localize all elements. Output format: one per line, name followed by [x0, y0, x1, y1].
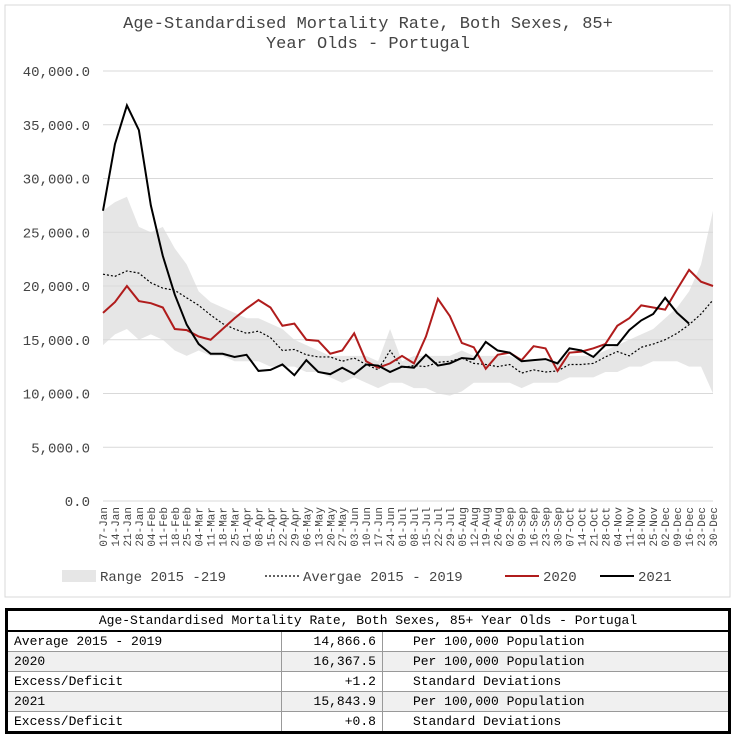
x-tick-label: 12-Aug: [470, 507, 482, 547]
x-tick-label: 28-Oct: [601, 507, 613, 547]
table-cell: +0.8: [281, 711, 383, 733]
table-row: Excess/Deficit +0.8 Standard Deviations: [6, 711, 731, 733]
x-tick-label: 16-Sep: [530, 507, 542, 547]
y-tick-label: 20,000.0: [23, 280, 90, 296]
x-tick-label: 22-Apr: [278, 507, 290, 547]
x-tick-label: 20-May: [326, 507, 338, 547]
x-tick-label: 17-Jun: [374, 507, 386, 547]
table-cell: 15,843.9: [281, 691, 383, 712]
x-tick-label: 14-Oct: [577, 507, 589, 547]
x-tick-label: 25-Nov: [649, 507, 661, 547]
x-tick-label: 02-Sep: [506, 507, 518, 547]
x-tick-label: 15-Apr: [266, 507, 278, 547]
y-tick-label: 25,000.0: [23, 226, 90, 242]
x-tick-label: 07-Oct: [565, 507, 577, 547]
x-tick-label: 11-Mar: [207, 507, 219, 547]
x-tick-label: 02-Dec: [661, 507, 673, 547]
table-title-row: Age-Standardised Mortality Rate, Both Se…: [6, 609, 730, 632]
x-tick-label: 22-Jul: [434, 507, 446, 547]
x-tick-label: 25-Feb: [183, 507, 195, 547]
x-tick-label: 01-Jul: [398, 507, 410, 547]
table-cell: Standard Deviations: [381, 711, 731, 733]
chart: Age-Standardised Mortality Rate, Both Se…: [4, 4, 731, 598]
x-tick-label: 23-Sep: [542, 507, 554, 547]
table-title: Age-Standardised Mortality Rate, Both Se…: [6, 609, 730, 632]
table-cell: Per 100,000 Population: [381, 651, 731, 672]
y-tick-label: 10,000.0: [23, 388, 90, 404]
table-cell: 2021: [6, 691, 282, 712]
table-row: Excess/Deficit +1.2 Standard Deviations: [6, 671, 731, 692]
x-tick-label: 04-Nov: [613, 507, 625, 547]
x-tick-label: 09-Dec: [673, 507, 685, 547]
x-tick-label: 24-Jun: [386, 507, 398, 547]
table-cell: Average 2015 - 2019: [6, 630, 282, 652]
y-tick-label: 15,000.0: [23, 334, 90, 350]
x-tick-label: 16-Dec: [685, 507, 697, 547]
x-tick-label: 19-Aug: [482, 507, 494, 547]
x-tick-label: 11-Feb: [159, 507, 171, 547]
x-tick-label: 29-Apr: [290, 507, 302, 547]
legend-label: Avergae 2015 - 2019: [303, 570, 463, 586]
x-tick-label: 09-Sep: [518, 507, 530, 547]
x-tick-label: 29-Jul: [446, 507, 458, 547]
series-line: [102, 268, 714, 373]
x-tick-label: 26-Aug: [494, 507, 506, 547]
x-tick-label: 21-Jan: [123, 507, 135, 547]
x-tick-label: 11-Nov: [625, 507, 637, 547]
range-area: [103, 196, 713, 396]
x-tick-label: 30-Sep: [554, 507, 566, 547]
table-cell: 14,866.6: [281, 630, 383, 652]
table-cell: Per 100,000 Population: [381, 691, 731, 712]
x-tick-label: 06-May: [302, 507, 314, 547]
x-tick-label: 13-May: [314, 507, 326, 547]
series-line: [102, 102, 690, 377]
legend-label: 2021: [638, 570, 672, 586]
x-tick-label: 23-Dec: [697, 507, 709, 547]
y-tick-label: 40,000.0: [23, 65, 90, 81]
table-row: Average 2015 - 2019 14,866.6 Per 100,000 P…: [6, 630, 731, 652]
x-tick-label: 10-Jun: [362, 507, 374, 547]
table-cell: Excess/Deficit: [6, 711, 282, 733]
y-tick-label: 0.0: [65, 495, 90, 511]
x-tick-label: 15-Jul: [422, 507, 434, 547]
x-tick-label: 25-Mar: [231, 507, 243, 547]
chart-title: Year Olds - Portugal: [266, 35, 470, 54]
x-tick-label: 28-Jan: [135, 507, 147, 547]
table-cell: Standard Deviations: [381, 671, 731, 692]
x-tick-label: 21-Oct: [589, 507, 601, 547]
y-tick-label: 5,000.0: [31, 441, 90, 457]
chart-title: Age-Standardised Mortality Rate, Both Se…: [123, 15, 613, 34]
table-cell: Per 100,000 Population: [381, 630, 731, 652]
x-tick-label: 18-Feb: [171, 507, 183, 547]
table-cell: +1.2: [281, 671, 383, 692]
x-tick-label: 03-Jun: [350, 507, 362, 547]
x-tick-label: 30-Dec: [709, 507, 721, 547]
table-cell: 16,367.5: [281, 651, 383, 672]
x-tick-label: 08-Jul: [410, 507, 422, 547]
summary-table: Age-Standardised Mortality Rate, Both Se…: [5, 608, 731, 734]
x-tick-label: 01-Apr: [243, 507, 255, 547]
x-tick-label: 14-Jan: [111, 507, 123, 547]
x-tick-label: 18-Mar: [219, 507, 231, 547]
x-tick-label: 18-Nov: [637, 507, 649, 547]
table-row: 2021 15,843.9 Per 100,000 Population: [6, 691, 731, 712]
x-tick-label: 05-Aug: [458, 507, 470, 547]
legend-label: Range 2015 -219: [100, 570, 226, 586]
x-tick-label: 27-May: [338, 507, 350, 547]
x-tick-label: 04-Feb: [147, 507, 159, 547]
y-tick-label: 30,000.0: [23, 173, 90, 189]
table-cell: 2020: [6, 651, 282, 672]
x-tick-label: 04-Mar: [195, 507, 207, 547]
legend-label: 2020: [543, 570, 577, 586]
y-tick-label: 35,000.0: [23, 119, 90, 135]
table-row: 2020 16,367.5 Per 100,000 Population: [6, 651, 731, 672]
table-cell: Excess/Deficit: [6, 671, 282, 692]
x-tick-label: 08-Apr: [254, 507, 266, 547]
x-tick-label: 07-Jan: [99, 507, 111, 547]
legend-swatch: [62, 570, 96, 582]
